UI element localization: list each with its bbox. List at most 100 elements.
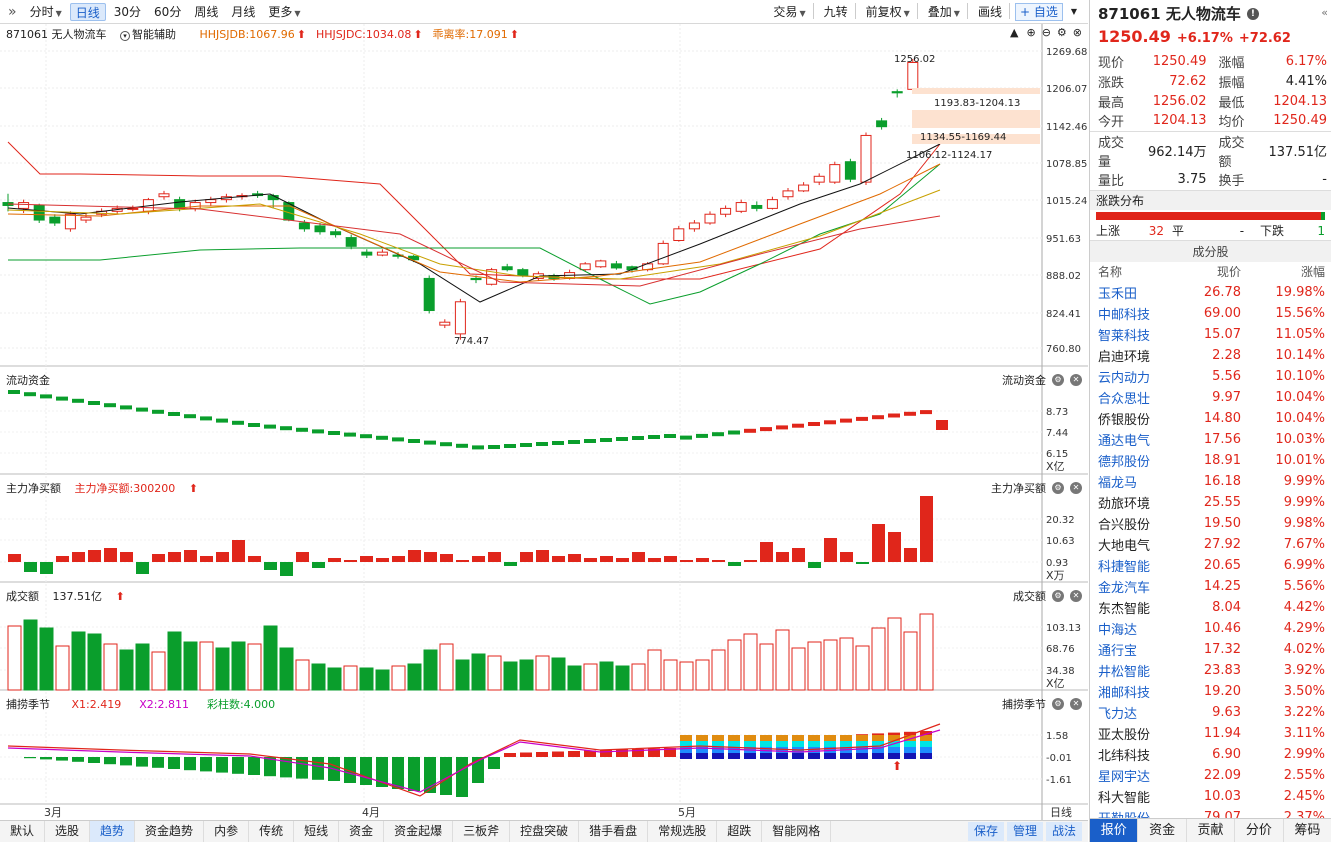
component-row[interactable]: 中海达 10.46 4.29%: [1090, 618, 1331, 639]
component-row[interactable]: 井松智能 23.83 3.92%: [1090, 660, 1331, 681]
component-name[interactable]: 玉禾田: [1098, 286, 1138, 302]
component-row[interactable]: 大地电气 27.92 7.67%: [1090, 534, 1331, 555]
assist-toggle[interactable]: ▾ 智能辅助: [120, 28, 186, 41]
close-icon[interactable]: ✕: [1070, 590, 1082, 602]
period-tab-1[interactable]: 日线: [69, 2, 106, 21]
fav-dropdown-icon[interactable]: ▼: [1070, 7, 1077, 16]
component-row[interactable]: 德邦股份 18.91 10.01%: [1090, 450, 1331, 471]
settings-icon[interactable]: ⚙: [1056, 26, 1067, 39]
close-icon[interactable]: ✕: [1070, 698, 1082, 710]
component-name[interactable]: 湘邮科技: [1098, 685, 1151, 701]
strategy-tab[interactable]: 选股: [45, 821, 91, 842]
column-header[interactable]: 名称: [1098, 265, 1123, 279]
settings-icon[interactable]: ⚙: [1052, 374, 1064, 386]
toolbar-item-1[interactable]: 九转: [823, 5, 848, 19]
component-name[interactable]: 金龙汽车: [1098, 580, 1151, 596]
component-name[interactable]: 科捷智能: [1098, 559, 1151, 575]
component-name[interactable]: 福龙马: [1098, 475, 1138, 491]
component-row[interactable]: 金龙汽车 14.25 5.56%: [1090, 576, 1331, 597]
bottom-action-button[interactable]: 保存: [967, 822, 1004, 841]
component-row[interactable]: 云内动力 5.56 10.10%: [1090, 366, 1331, 387]
component-row[interactable]: 北纬科技 6.90 2.99%: [1090, 744, 1331, 765]
component-row[interactable]: 启迪环境 2.28 10.14%: [1090, 345, 1331, 366]
component-name[interactable]: 东杰智能: [1098, 601, 1151, 617]
component-row[interactable]: 湘邮科技 19.20 3.50%: [1090, 681, 1331, 702]
component-row[interactable]: 玉禾田 26.78 19.98%: [1090, 282, 1331, 303]
panel-tab[interactable]: 筹码: [1284, 819, 1331, 842]
component-name[interactable]: 亚太股份: [1098, 727, 1151, 743]
info-icon[interactable]: !: [1246, 7, 1259, 20]
close-icon[interactable]: ✕: [1070, 482, 1082, 494]
component-name[interactable]: 井松智能: [1098, 664, 1151, 680]
component-row[interactable]: 亚太股份 11.94 3.11%: [1090, 723, 1331, 744]
component-name[interactable]: 科大智能: [1098, 790, 1151, 806]
component-row[interactable]: 东杰智能 8.04 4.42%: [1090, 597, 1331, 618]
component-name[interactable]: 通达电气: [1098, 433, 1151, 449]
strategy-tab[interactable]: 常规选股: [648, 821, 718, 842]
strategy-tab[interactable]: 短线: [294, 821, 340, 842]
component-row[interactable]: 福龙马 16.18 9.99%: [1090, 471, 1331, 492]
component-name[interactable]: 合众思壮: [1098, 391, 1151, 407]
settings-icon[interactable]: ⚙: [1052, 698, 1064, 710]
toolbar-item-4[interactable]: 画线: [977, 5, 1002, 19]
expand-icon[interactable]: »: [8, 3, 17, 20]
component-row[interactable]: 合兴股份 19.50 9.98%: [1090, 513, 1331, 534]
strategy-tab[interactable]: 内参: [204, 821, 250, 842]
component-name[interactable]: 飞力达: [1098, 706, 1138, 722]
component-row[interactable]: 智莱科技 15.07 11.05%: [1090, 324, 1331, 345]
component-name[interactable]: 中海达: [1098, 622, 1138, 638]
period-tab-0[interactable]: 分时 ▼: [29, 4, 62, 19]
component-row[interactable]: 星网宇达 22.09 2.55%: [1090, 765, 1331, 786]
strategy-tab[interactable]: 超跌: [717, 821, 763, 842]
component-name[interactable]: 大地电气: [1098, 538, 1151, 554]
strategy-tab[interactable]: 资金: [339, 821, 385, 842]
component-row[interactable]: 通行宝 17.32 4.02%: [1090, 639, 1331, 660]
chart-canvas[interactable]: 1269.68 1206.07 1142.46 1078.85 1015.24 951.6…: [0, 24, 1088, 820]
component-row[interactable]: 合众思壮 9.97 10.04%: [1090, 387, 1331, 408]
period-tab-6[interactable]: 更多 ▼: [268, 4, 301, 19]
strategy-tab[interactable]: 控盘突破: [510, 821, 580, 842]
component-name[interactable]: 智莱科技: [1098, 328, 1151, 344]
component-name[interactable]: 通行宝: [1098, 643, 1138, 659]
toolbar-item-3[interactable]: 叠加 ▼: [927, 5, 960, 19]
panel-tab[interactable]: 贡献: [1187, 819, 1236, 842]
period-tab-2[interactable]: 30分: [113, 4, 142, 19]
component-name[interactable]: 星网宇达: [1098, 769, 1151, 785]
add-favorite-button[interactable]: + 自选: [1014, 3, 1063, 21]
settings-icon[interactable]: ⚙: [1052, 590, 1064, 602]
strategy-tab[interactable]: 猎手看盘: [579, 821, 649, 842]
component-row[interactable]: 飞力达 9.63 3.22%: [1090, 702, 1331, 723]
strategy-tab[interactable]: 趋势: [90, 821, 136, 842]
period-tab-3[interactable]: 60分: [154, 4, 182, 19]
component-name[interactable]: 云内动力: [1098, 370, 1151, 386]
strategy-tab[interactable]: 资金趋势: [135, 821, 205, 842]
component-name[interactable]: 中邮科技: [1098, 307, 1151, 323]
component-row[interactable]: 劲旅环境 25.55 9.99%: [1090, 492, 1331, 513]
period-tab-5[interactable]: 月线: [231, 4, 256, 19]
strategy-tab[interactable]: 智能网格: [762, 821, 832, 842]
settings-icon[interactable]: ⚙: [1052, 482, 1064, 494]
bottom-action-button[interactable]: 战法: [1045, 822, 1082, 841]
component-row[interactable]: 科捷智能 20.65 6.99%: [1090, 555, 1331, 576]
component-row[interactable]: 中邮科技 69.00 15.56%: [1090, 303, 1331, 324]
component-row[interactable]: 科大智能 10.03 2.45%: [1090, 786, 1331, 807]
up-arrow-icon[interactable]: ▲: [1010, 26, 1019, 39]
chart-area[interactable]: 1269.68 1206.07 1142.46 1078.85 1015.24 951.6…: [0, 24, 1088, 820]
panel-tab[interactable]: 分价: [1235, 819, 1284, 842]
strategy-tab[interactable]: 资金起爆: [384, 821, 454, 842]
component-name[interactable]: 北纬科技: [1098, 748, 1151, 764]
component-name[interactable]: 合兴股份: [1098, 517, 1151, 533]
toolbar-item-0[interactable]: 交易 ▼: [773, 5, 806, 19]
column-header[interactable]: 涨幅: [1300, 265, 1325, 279]
minus-icon[interactable]: ⊖: [1041, 26, 1051, 39]
toolbar-item-2[interactable]: 前复权 ▼: [865, 5, 910, 19]
panel-tab[interactable]: 资金: [1138, 819, 1187, 842]
strategy-tab[interactable]: 三板斧: [453, 821, 511, 842]
close-icon[interactable]: ⊗: [1072, 26, 1082, 39]
strategy-tab[interactable]: 默认: [0, 821, 46, 842]
add-icon[interactable]: ⊕: [1026, 26, 1036, 39]
bottom-action-button[interactable]: 管理: [1006, 822, 1043, 841]
panel-tab[interactable]: 报价: [1090, 819, 1139, 842]
collapse-panel-icon[interactable]: «: [1321, 6, 1328, 19]
component-name[interactable]: 劲旅环境: [1098, 496, 1151, 512]
